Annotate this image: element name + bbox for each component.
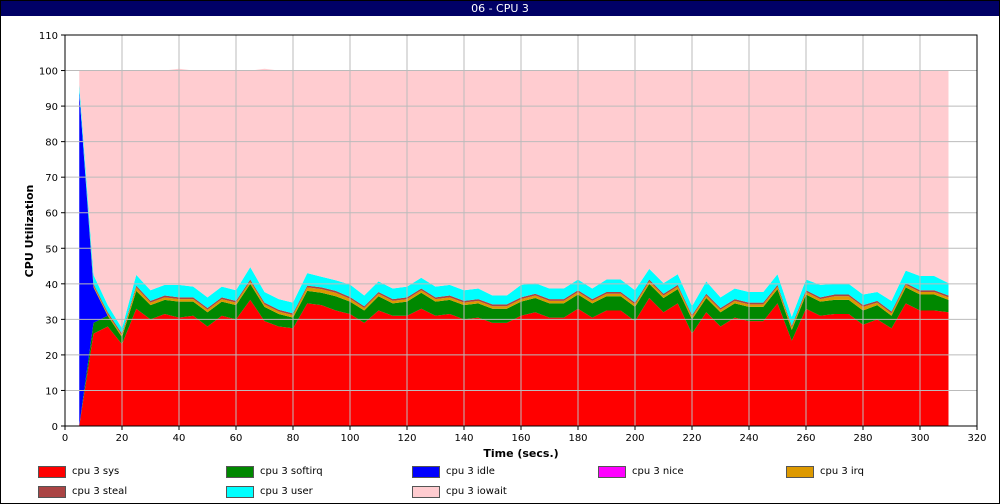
- x-tick-label: 140: [454, 433, 473, 444]
- x-tick-label: 180: [568, 433, 587, 444]
- y-tick-label: 10: [45, 386, 58, 397]
- x-tick-label: 60: [230, 433, 243, 444]
- legend-item: cpu 3 softirq: [226, 465, 406, 479]
- y-tick-label: 40: [45, 280, 58, 291]
- legend-swatch: [412, 486, 440, 498]
- x-tick-label: 20: [116, 433, 129, 444]
- legend-swatch: [226, 486, 254, 498]
- x-tick-label: 220: [682, 433, 701, 444]
- legend-label: cpu 3 steal: [72, 486, 128, 497]
- legend-item: cpu 3 nice: [598, 465, 778, 479]
- x-tick-label: 80: [287, 433, 300, 444]
- x-tick-label: 200: [625, 433, 644, 444]
- legend-label: cpu 3 softirq: [260, 466, 323, 477]
- legend-item: cpu 3 idle: [412, 465, 592, 479]
- x-tick-label: 240: [739, 433, 758, 444]
- y-tick-label: 20: [45, 351, 58, 362]
- legend-label: cpu 3 idle: [446, 466, 495, 477]
- y-tick-label: 70: [45, 173, 58, 184]
- x-tick-label: 120: [397, 433, 416, 444]
- legend-item: cpu 3 user: [226, 485, 406, 499]
- x-tick-label: 320: [967, 433, 986, 444]
- legend-swatch: [412, 466, 440, 478]
- y-tick-label: 100: [39, 67, 58, 78]
- y-tick-label: 80: [45, 138, 58, 149]
- legend-swatch: [38, 486, 66, 498]
- y-axis-label: CPU Utilization: [23, 185, 36, 278]
- series-area-cpu-3-iowait: [79, 68, 949, 329]
- y-tick-label: 90: [45, 102, 58, 113]
- legend-label: cpu 3 nice: [632, 466, 684, 477]
- legend-label: cpu 3 iowait: [446, 486, 507, 497]
- x-tick-label: 0: [62, 433, 68, 444]
- window-title: 06 - CPU 3: [1, 1, 999, 16]
- x-tick-label: 280: [853, 433, 872, 444]
- x-tick-label: 100: [340, 433, 359, 444]
- y-tick-label: 0: [52, 422, 58, 433]
- legend-item: cpu 3 iowait: [412, 485, 592, 499]
- legend-swatch: [38, 466, 66, 478]
- y-tick-label: 30: [45, 315, 58, 326]
- series-area-cpu-3-sys: [79, 298, 949, 426]
- legend-label: cpu 3 irq: [820, 466, 864, 477]
- legend-label: cpu 3 user: [260, 486, 313, 497]
- legend-swatch: [786, 466, 814, 478]
- x-tick-label: 260: [796, 433, 815, 444]
- x-tick-label: 160: [511, 433, 530, 444]
- y-tick-label: 50: [45, 244, 58, 255]
- y-tick-label: 110: [39, 31, 58, 42]
- x-tick-label: 300: [910, 433, 929, 444]
- x-axis-label: Time (secs.): [483, 447, 558, 460]
- x-tick-label: 40: [173, 433, 186, 444]
- legend-swatch: [226, 466, 254, 478]
- legend-swatch: [598, 466, 626, 478]
- legend-item: cpu 3 steal: [38, 485, 218, 499]
- legend-label: cpu 3 sys: [72, 466, 120, 477]
- legend-item: cpu 3 sys: [38, 465, 218, 479]
- y-tick-label: 60: [45, 209, 58, 220]
- legend-item: cpu 3 irq: [786, 465, 966, 479]
